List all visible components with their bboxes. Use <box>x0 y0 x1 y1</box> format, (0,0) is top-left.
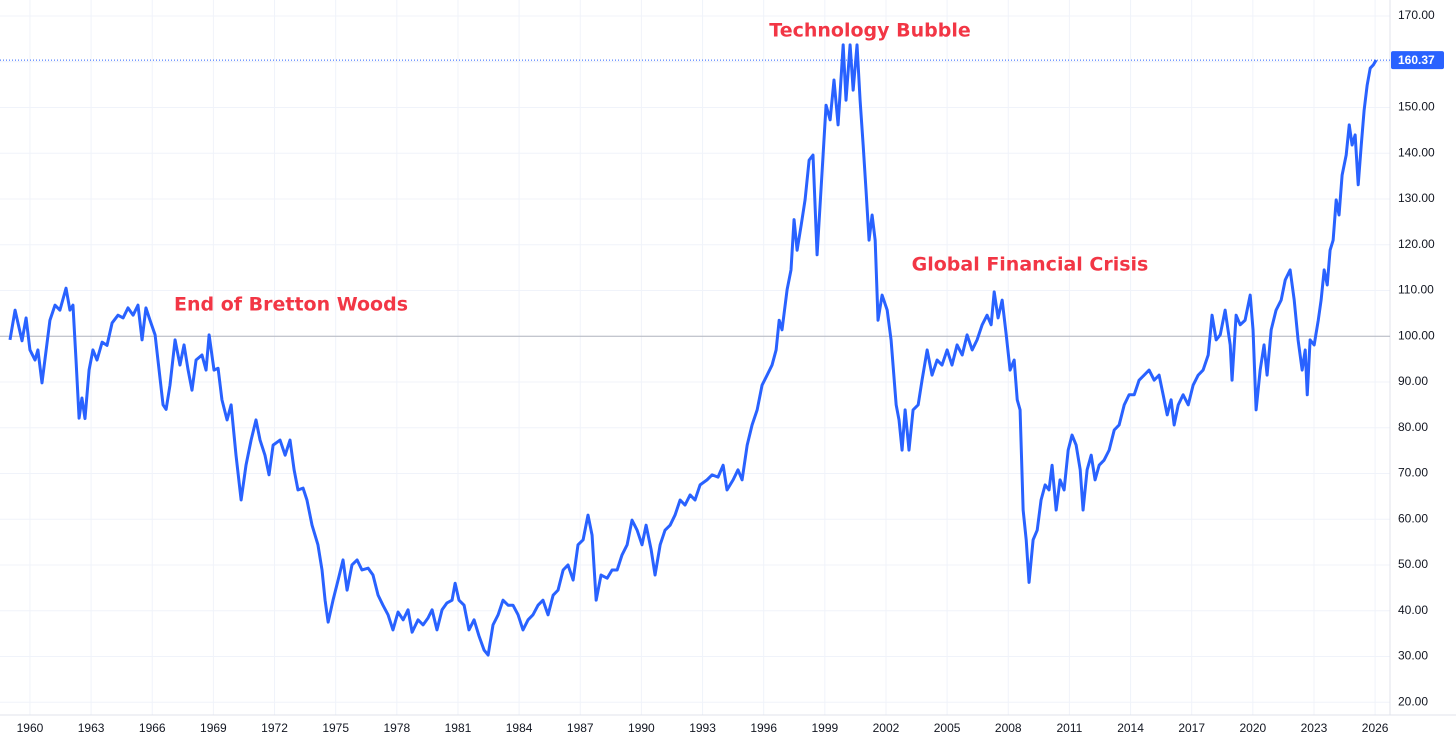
annotation: Global Financial Crisis <box>912 254 1149 276</box>
x-tick-label: 1981 <box>445 721 472 735</box>
x-tick-label: 1993 <box>689 721 716 735</box>
y-tick-label: 100.00 <box>1398 328 1435 342</box>
y-tick-label: 110.00 <box>1398 283 1434 297</box>
last-value-label: 160.37 <box>1398 53 1435 67</box>
x-tick-label: 2023 <box>1301 721 1328 735</box>
x-tick-label: 1963 <box>78 721 105 735</box>
y-tick-label: 70.00 <box>1398 466 1428 480</box>
x-tick-label: 2017 <box>1178 721 1205 735</box>
x-tick-label: 2014 <box>1117 721 1144 735</box>
x-tick-label: 1987 <box>567 721 594 735</box>
y-tick-label: 120.00 <box>1398 237 1435 251</box>
x-tick-label: 1999 <box>811 721 838 735</box>
y-tick-label: 80.00 <box>1398 420 1428 434</box>
annotation: Technology Bubble <box>769 20 970 42</box>
x-tick-label: 1960 <box>17 721 44 735</box>
x-tick-label: 2002 <box>873 721 900 735</box>
y-tick-label: 140.00 <box>1398 145 1435 159</box>
x-tick-label: 1984 <box>506 721 533 735</box>
x-tick-label: 2011 <box>1056 721 1082 735</box>
x-tick-label: 1972 <box>261 721 288 735</box>
x-tick-label: 1975 <box>322 721 349 735</box>
y-tick-label: 60.00 <box>1398 511 1428 525</box>
x-tick-label: 2020 <box>1239 721 1266 735</box>
y-tick-label: 150.00 <box>1398 100 1435 114</box>
x-tick-label: 2026 <box>1362 721 1389 735</box>
x-tick-label: 1969 <box>200 721 227 735</box>
annotation: End of Bretton Woods <box>174 294 408 316</box>
y-tick-label: 40.00 <box>1398 603 1428 617</box>
x-tick-label: 2005 <box>934 721 961 735</box>
y-tick-label: 20.00 <box>1398 694 1428 708</box>
x-tick-label: 2008 <box>995 721 1022 735</box>
x-tick-label: 1990 <box>628 721 655 735</box>
grid <box>0 0 1390 715</box>
x-tick-label: 1966 <box>139 721 166 735</box>
line-series <box>8 43 1378 657</box>
x-tick-label: 1996 <box>750 721 777 735</box>
y-tick-label: 90.00 <box>1398 374 1428 388</box>
y-tick-label: 50.00 <box>1398 557 1428 571</box>
last-value-box <box>1391 51 1444 70</box>
y-tick-label: 130.00 <box>1398 191 1435 205</box>
y-tick-label: 170.00 <box>1398 8 1435 22</box>
x-tick-label: 1978 <box>383 721 410 735</box>
y-tick-label: 30.00 <box>1398 649 1428 663</box>
